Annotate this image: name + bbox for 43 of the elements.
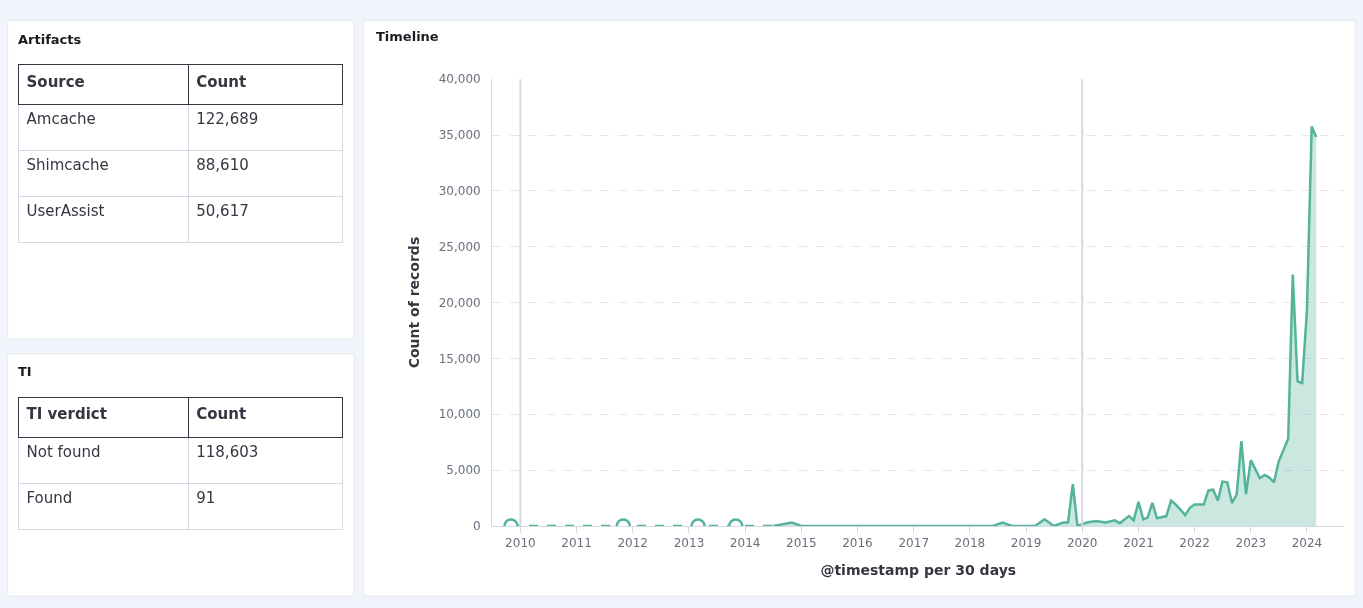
x-tick-label: 2023 [1235, 536, 1267, 551]
x-axis-title: @timestamp per 30 days [820, 561, 1017, 578]
y-tick-label: 40,000 [438, 72, 481, 87]
x-tick-label: 2017 [898, 536, 930, 551]
x-tick-label: 2011 [561, 536, 592, 551]
text: 50,617 [196, 201, 249, 220]
category-label: Not found [26, 442, 101, 461]
x-tick-label: 2016 [842, 536, 873, 551]
y-tick-label: 5,000 [446, 463, 481, 478]
y-tick-label: 35,000 [438, 128, 481, 143]
x-tick-label: 2022 [1179, 536, 1210, 551]
text: Count [196, 405, 247, 424]
y-tick-label: 15,000 [438, 351, 481, 366]
chart-title: Timeline [376, 29, 439, 44]
y-tick-label: 10,000 [438, 407, 481, 422]
x-tick-label: 2010 [505, 536, 536, 551]
y-axis-title: Count of records [406, 236, 423, 369]
text: 91 [196, 488, 216, 507]
x-tick-label: 2012 [617, 536, 648, 551]
y-tick-label: 25,000 [438, 239, 481, 254]
text: 118,603 [196, 442, 259, 461]
text: Source [26, 72, 85, 91]
x-tick-label: 2015 [786, 536, 817, 551]
text: TI [18, 364, 32, 379]
x-tick-label: 2020 [1066, 536, 1098, 551]
text: Count [196, 72, 247, 91]
category-label: Amcache [26, 109, 96, 128]
x-tick-label: 2018 [954, 536, 986, 551]
category-label: Found [26, 488, 73, 507]
x-tick-label: 2013 [673, 536, 705, 551]
text: 88,610 [196, 155, 249, 174]
x-tick-label: 2021 [1123, 536, 1154, 551]
category-label: UserAssist [26, 201, 105, 220]
y-tick-label: 20,000 [438, 295, 481, 310]
text: Artifacts [18, 32, 82, 47]
x-tick-label: 2014 [729, 536, 761, 551]
x-tick-label: 2024 [1291, 536, 1323, 551]
x-tick-label: 2019 [1010, 536, 1042, 551]
text: 122,689 [196, 109, 259, 128]
y-tick-label: 0 [473, 519, 481, 534]
y-tick-label: 30,000 [438, 184, 481, 199]
category-label: Shimcache [26, 155, 109, 174]
text: TI verdict [26, 405, 107, 424]
